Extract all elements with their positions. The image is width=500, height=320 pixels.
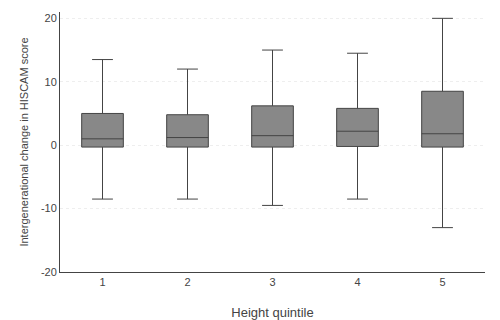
svg-text:0: 0 — [51, 139, 57, 151]
svg-text:2: 2 — [184, 276, 190, 288]
svg-text:-10: -10 — [41, 202, 57, 214]
svg-text:Height quintile: Height quintile — [231, 305, 313, 320]
svg-text:5: 5 — [439, 276, 445, 288]
svg-text:10: 10 — [45, 76, 57, 88]
svg-text:Intergenerational change in HI: Intergenerational change in HISCAM score — [18, 37, 30, 246]
svg-text:3: 3 — [269, 276, 275, 288]
svg-text:1: 1 — [99, 276, 105, 288]
svg-text:4: 4 — [354, 276, 360, 288]
svg-text:-20: -20 — [41, 266, 57, 278]
svg-text:20: 20 — [45, 12, 57, 24]
